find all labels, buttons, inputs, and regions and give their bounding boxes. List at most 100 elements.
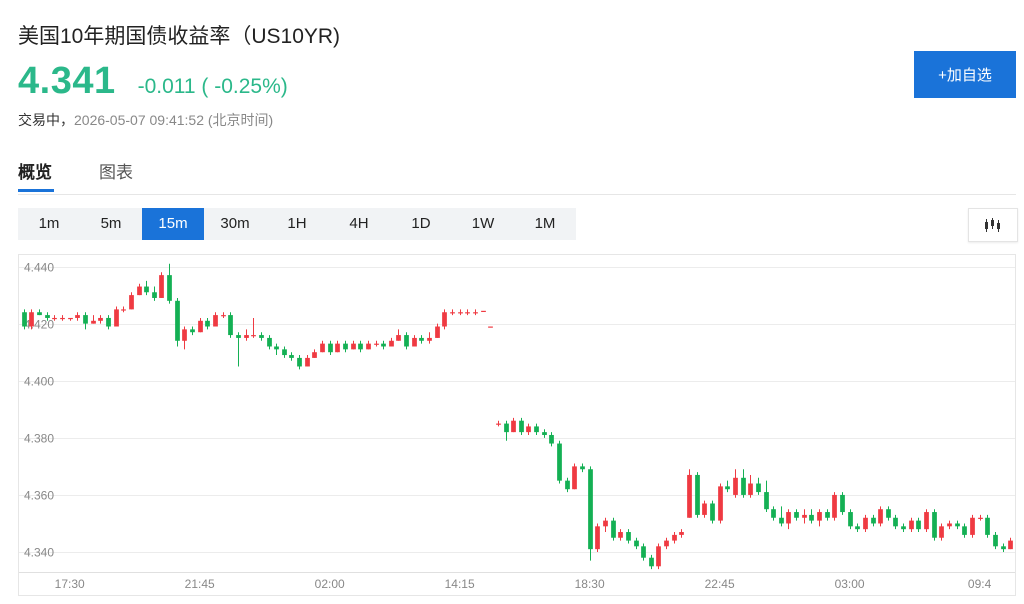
price-row: 4.341 -0.011 ( -0.25%) (18, 60, 288, 104)
interval-1m[interactable]: 1m (38, 215, 60, 232)
candlestick-chart[interactable]: 4.440 4.420 4.400 4.380 4.360 4.340 17:30 21:45… (18, 254, 1016, 596)
candle-body (802, 514, 807, 518)
candle-body (595, 526, 600, 550)
interval-1d[interactable]: 1D (411, 215, 431, 232)
candle-body (809, 514, 814, 521)
candle-body (771, 509, 776, 518)
x-tick-label: 18:30 (575, 577, 605, 591)
interval-4h[interactable]: 4H (349, 215, 369, 232)
candle-body (611, 520, 616, 538)
candle-body (848, 512, 853, 527)
candle-body (526, 426, 531, 433)
candle-body (901, 526, 906, 530)
candle-body (182, 329, 187, 341)
interval-30m[interactable]: 30m (220, 215, 250, 232)
candle-body (404, 335, 409, 347)
active-tab-indicator (18, 189, 54, 192)
candle-body (159, 275, 164, 298)
candle-body (244, 335, 249, 338)
candle-body (442, 312, 447, 327)
candle-body (916, 520, 921, 530)
candle-body (389, 340, 394, 347)
y-tick-label: 4.360 (24, 489, 54, 503)
candle-body (549, 434, 554, 444)
current-price: 4.341 (18, 60, 116, 102)
candle-body (687, 474, 692, 518)
x-tick-label: 09:4 (968, 577, 992, 591)
candle-body (465, 312, 470, 314)
candle-body (932, 512, 937, 538)
x-tick-label: 03:00 (835, 577, 865, 591)
candle-body (496, 423, 501, 425)
y-tick-label: 4.380 (24, 432, 54, 446)
tab-overview[interactable]: 概览 (18, 163, 52, 182)
candle-body (641, 546, 646, 558)
candle-body (855, 526, 860, 530)
candle-body (374, 343, 379, 345)
interval-1mo[interactable]: 1M (534, 215, 556, 232)
interval-1w[interactable]: 1W (471, 215, 495, 232)
candle-body (939, 526, 944, 538)
x-tick-label: 21:45 (185, 577, 215, 591)
candle-body (343, 343, 348, 350)
candle-body (603, 520, 608, 527)
candle-body (106, 317, 111, 327)
tab-chart[interactable]: 图表 (99, 163, 133, 182)
timestamp: 2026-05-07 09:41:52 (北京时间) (74, 112, 274, 128)
candle-body (305, 357, 310, 367)
candle-body (886, 509, 891, 518)
candle-body (557, 443, 562, 481)
candle-body (412, 337, 417, 347)
candle-body (779, 517, 784, 524)
candle-body (190, 329, 195, 333)
candle-body (840, 494, 845, 513)
candle-body (228, 315, 233, 336)
candle-body (572, 466, 577, 490)
candle-body (129, 295, 134, 310)
candle-body (970, 517, 975, 535)
candle-body (83, 315, 88, 324)
candle-body (328, 343, 333, 353)
y-tick-label: 4.440 (24, 261, 54, 275)
candlestick-icon (985, 218, 1000, 232)
candle-body (1008, 540, 1013, 550)
candle-body (702, 503, 707, 515)
price-change: -0.011 ( -0.25%) (137, 75, 288, 98)
candle-body (664, 540, 669, 547)
candle-body (381, 343, 386, 347)
candle-body (580, 466, 585, 470)
candle-body (504, 423, 509, 433)
y-tick-label: 4.400 (24, 375, 54, 389)
candle-body (893, 517, 898, 527)
candle-body (144, 286, 149, 293)
candle-body (175, 300, 180, 341)
add-watchlist-button[interactable]: +加自选 (914, 51, 1016, 98)
candle-body (672, 534, 677, 541)
candle-body (626, 532, 631, 541)
trading-status: 交易中，2026-05-07 09:41:52 (北京时间) (18, 110, 273, 130)
candle-body (962, 526, 967, 535)
candle-body (267, 337, 272, 347)
candle-body (748, 483, 753, 495)
candle-body (534, 426, 539, 433)
candle-body (29, 312, 34, 327)
interval-15m[interactable]: 15m (142, 208, 204, 240)
candle-body (725, 486, 730, 490)
candle-body (1001, 546, 1006, 550)
candle-body (274, 346, 279, 350)
candle-body (320, 343, 325, 353)
candle-body (75, 315, 80, 318)
tab-bar: 概览 图表 (18, 156, 1016, 195)
candle-body (710, 503, 715, 521)
candle-body (450, 312, 455, 314)
chart-type-button[interactable] (968, 208, 1018, 242)
candle-body (137, 286, 142, 296)
candle-body (91, 320, 96, 324)
candle-body (45, 315, 50, 318)
interval-5m[interactable]: 5m (100, 215, 122, 232)
interval-1h[interactable]: 1H (287, 215, 307, 232)
candle-body (435, 326, 440, 338)
candle-body (511, 420, 516, 433)
candle-body (978, 517, 983, 519)
candle-body (871, 517, 876, 524)
